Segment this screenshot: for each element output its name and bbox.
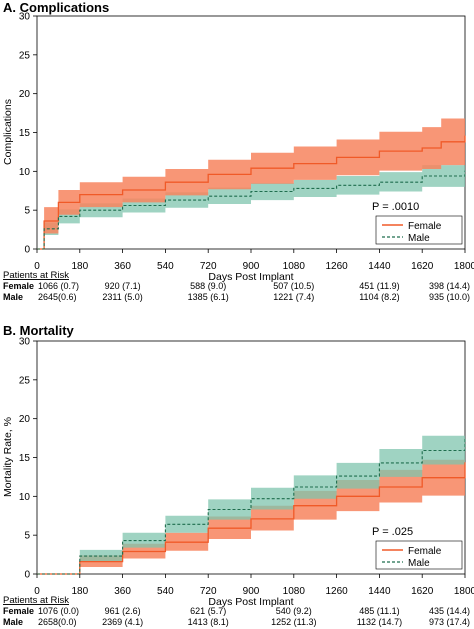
p-value: P = .025 (372, 526, 413, 538)
y-axis-label: Mortality Rate, % (2, 417, 14, 497)
legend-box (375, 215, 463, 245)
plot-area: 0 5 10 15 20 25 30 0 180 360 540 720 900 1080 1260 1440… (19, 337, 474, 598)
x-tick-label: 0 (34, 586, 40, 597)
x-tick-label: 1800 (454, 261, 474, 272)
risk-cell: 435 (14.4) (429, 606, 470, 616)
y-tick-label: 0 (24, 570, 30, 581)
x-tick-label: 1800 (454, 586, 474, 597)
risk-cell: 507 (10.5) (273, 281, 314, 291)
y-tick-label: 15 (19, 453, 31, 464)
risk-row-label: Female (3, 606, 34, 616)
x-tick-label: 540 (157, 261, 174, 272)
risk-cell: 1385 (6.1) (188, 292, 229, 302)
x-axis-label: Days Post Implant (208, 271, 293, 283)
plot-area: 0 5 10 15 20 25 30 0 180 360 540 720 900 1080 1260 1440… (19, 12, 474, 273)
panel-complications: A. Complications 0 5 10 15 20 25 30 0 180 360 540 7… (2, 0, 474, 302)
risk-cell: 1221 (7.4) (273, 292, 314, 302)
legend-label-male: Male (408, 233, 430, 244)
panel-mortality: B. Mortality 0 5 10 15 20 25 30 0 180 360 540 720 90… (2, 323, 474, 627)
y-tick-label: 5 (24, 531, 30, 542)
legend-box (375, 540, 463, 570)
y-tick-label: 25 (19, 375, 31, 386)
series-line-female (37, 135, 466, 250)
series-line-female (37, 462, 466, 575)
x-tick-label: 1260 (325, 586, 348, 597)
legend-label-male: Male (408, 558, 430, 569)
risk-cell: 2658(0.0) (38, 617, 77, 627)
risk-cell: 1066 (0.7) (38, 281, 79, 291)
x-tick-label: 1620 (411, 586, 434, 597)
risk-cell: 1104 (8.2) (359, 292, 399, 302)
y-tick-label: 20 (19, 414, 31, 425)
risk-cell: 1132 (14.7) (357, 617, 402, 627)
y-tick-label: 10 (19, 492, 31, 503)
y-axis-label: Complications (2, 99, 14, 165)
ci-band-male (37, 423, 465, 574)
x-tick-label: 180 (71, 261, 88, 272)
x-tick-label: 1620 (411, 261, 434, 272)
legend: Female Male (375, 215, 463, 245)
x-tick-label: 1260 (325, 261, 348, 272)
ci-band-female (37, 112, 465, 249)
risk-cell: 1252 (11.3) (271, 617, 316, 627)
x-tick-label: 1440 (368, 586, 391, 597)
x-tick-label: 360 (114, 261, 131, 272)
legend-label-female: Female (408, 546, 442, 557)
x-tick-label: 720 (200, 261, 217, 272)
legend-label-female: Female (408, 221, 442, 232)
x-axis-label: Days Post Implant (208, 596, 293, 608)
series-line-male (37, 438, 466, 575)
x-tick-label: 180 (71, 586, 88, 597)
risk-cell: 973 (17.4) (429, 617, 470, 627)
y-tick-label: 15 (19, 128, 31, 139)
risk-rows: Female 1076 (0.0) 961 (2.6) 621 (5.7) 540 (9… (3, 606, 470, 627)
risk-cell: 588 (9.0) (190, 281, 226, 291)
risk-row-label: Male (3, 617, 23, 627)
risk-cell: 920 (7.1) (105, 281, 141, 291)
x-tick-label: 1080 (283, 586, 306, 597)
panel-title: A. Complications (3, 0, 109, 15)
x-tick-label: 900 (243, 261, 260, 272)
y-tick-label: 5 (24, 206, 30, 217)
p-value: P = .0010 (372, 201, 419, 213)
x-tick-label: 1440 (368, 261, 391, 272)
x-tick-label: 0 (34, 261, 40, 272)
risk-table: Patients at Risk Female 1076 (0.0) 961 (2.… (3, 595, 470, 627)
risk-cell: 398 (14.4) (429, 281, 470, 291)
risk-row-label: Male (3, 292, 23, 302)
legend: Female Male (375, 540, 463, 570)
ci-band-male (37, 159, 465, 249)
y-tick-label: 30 (19, 12, 31, 23)
y-tick-label: 20 (19, 89, 31, 100)
risk-table-header: Patients at Risk (3, 270, 69, 281)
y-tick-label: 0 (24, 245, 30, 256)
risk-cell: 935 (10.0) (429, 292, 470, 302)
risk-cell: 2369 (4.1) (102, 617, 143, 627)
x-tick-label: 720 (200, 586, 217, 597)
risk-rows: Female 1066 (0.7) 920 (7.1) 588 (9.0) 507 (1… (3, 281, 470, 302)
risk-cell: 485 (11.1) (359, 606, 399, 616)
x-tick-label: 540 (157, 586, 174, 597)
y-tick-label: 30 (19, 337, 31, 348)
panel-title: B. Mortality (3, 323, 75, 338)
x-tick-label: 360 (114, 586, 131, 597)
risk-table: Patients at Risk Female 1066 (0.7) 920 (7.… (3, 270, 470, 302)
y-tick-label: 10 (19, 167, 31, 178)
risk-table-header: Patients at Risk (3, 595, 69, 606)
risk-cell: 451 (11.9) (359, 281, 399, 291)
risk-cell: 540 (9.2) (276, 606, 312, 616)
risk-cell: 2311 (5.0) (102, 292, 142, 302)
y-tick-label: 25 (19, 50, 31, 61)
risk-row-label: Female (3, 281, 34, 291)
x-tick-label: 1080 (283, 261, 306, 272)
x-tick-label: 900 (243, 586, 260, 597)
risk-cell: 1413 (8.1) (188, 617, 229, 627)
risk-cell: 1076 (0.0) (38, 606, 79, 616)
risk-cell: 621 (5.7) (190, 606, 226, 616)
risk-cell: 961 (2.6) (105, 606, 141, 616)
risk-cell: 2645(0.6) (38, 292, 77, 302)
